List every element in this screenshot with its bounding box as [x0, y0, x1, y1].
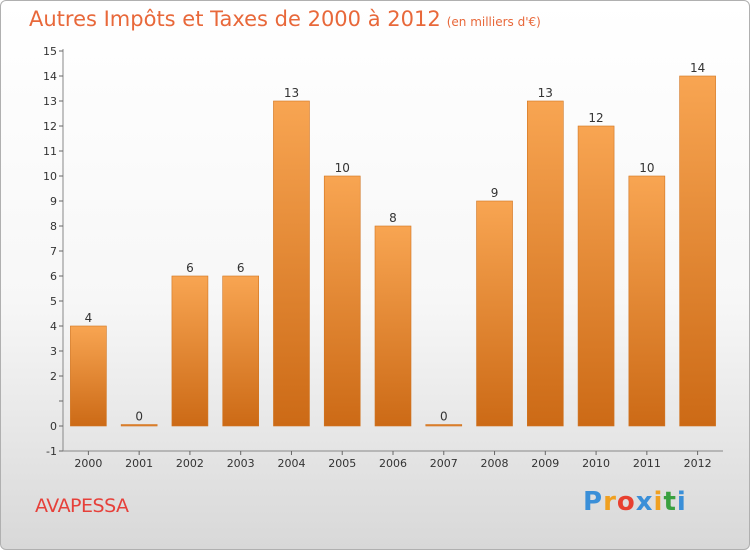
bar [476, 200, 513, 427]
bar [70, 325, 107, 427]
bar-value-label: 13 [284, 86, 299, 100]
x-tick-label: 2000 [74, 457, 102, 470]
chart-title-text: Autres Impôts et Taxes de 2000 à 2012 [29, 7, 441, 31]
logo-letter: r [603, 487, 617, 517]
y-tick-label: 9 [50, 195, 57, 208]
bar [273, 100, 310, 427]
y-tick-label: 8 [50, 220, 57, 233]
x-tick-label: 2005 [328, 457, 356, 470]
proxiti-logo: Proxiti [583, 487, 687, 517]
bar-value-label: 10 [335, 161, 350, 175]
y-tick-label: 12 [43, 120, 57, 133]
y-tick-label: 7 [50, 245, 57, 258]
y-tick-label: 3 [50, 345, 57, 358]
logo-letter: x [635, 487, 654, 517]
chart-subtitle: (en milliers d'€) [446, 15, 541, 29]
bar [323, 175, 361, 427]
bar [679, 75, 716, 427]
bar-value-label: 0 [135, 410, 143, 424]
x-tick-label: 2012 [684, 457, 712, 470]
y-tick-label: 14 [43, 70, 57, 83]
bar-value-label: 13 [538, 86, 553, 100]
logo-letter: t [663, 487, 677, 517]
bar [577, 125, 615, 427]
y-tick-label: 2 [50, 370, 57, 383]
x-tick-label: 2004 [277, 457, 305, 470]
x-tick-label: 2002 [176, 457, 204, 470]
y-tick-label: 0 [50, 420, 57, 433]
y-tick-label: -1 [46, 445, 57, 458]
y-tick-label: 4 [50, 320, 57, 333]
x-tick-label: 2007 [430, 457, 458, 470]
bar-value-label: 6 [186, 261, 194, 275]
bar-value-label: 12 [588, 111, 603, 125]
bar-value-label: 6 [237, 261, 245, 275]
chart-title: Autres Impôts et Taxes de 2000 à 2012 (en… [29, 7, 541, 31]
commune-name: AVAPESSA [35, 495, 129, 517]
x-tick-label: 2008 [481, 457, 509, 470]
x-tick-label: 2006 [379, 457, 407, 470]
bar [171, 275, 209, 427]
bar-value-label: 14 [690, 61, 705, 75]
y-tick-label: 13 [43, 95, 57, 108]
x-tick-label: 2010 [582, 457, 610, 470]
logo-letter: P [583, 487, 604, 517]
bar [425, 424, 463, 427]
bar [374, 225, 412, 427]
bar [527, 100, 564, 427]
x-tick-label: 2011 [633, 457, 661, 470]
bar-value-label: 8 [389, 211, 397, 225]
bar-value-label: 0 [440, 410, 448, 424]
bar-value-label: 4 [85, 311, 93, 325]
y-tick-label: 6 [50, 270, 57, 283]
x-tick-label: 2009 [531, 457, 559, 470]
bar [222, 275, 259, 427]
y-tick-label: 11 [43, 145, 57, 158]
logo-letter: i [676, 487, 687, 517]
x-tick-label: 2001 [125, 457, 153, 470]
logo-letter: o [616, 487, 636, 517]
bar [120, 424, 158, 427]
y-tick-label: 5 [50, 295, 57, 308]
bar [628, 175, 666, 427]
x-tick-label: 2003 [227, 457, 255, 470]
bar-value-label: 9 [491, 186, 499, 200]
y-tick-label: 15 [43, 45, 57, 58]
logo-letter: i [653, 487, 664, 517]
bar-value-label: 10 [639, 161, 654, 175]
y-tick-label: 10 [43, 170, 57, 183]
